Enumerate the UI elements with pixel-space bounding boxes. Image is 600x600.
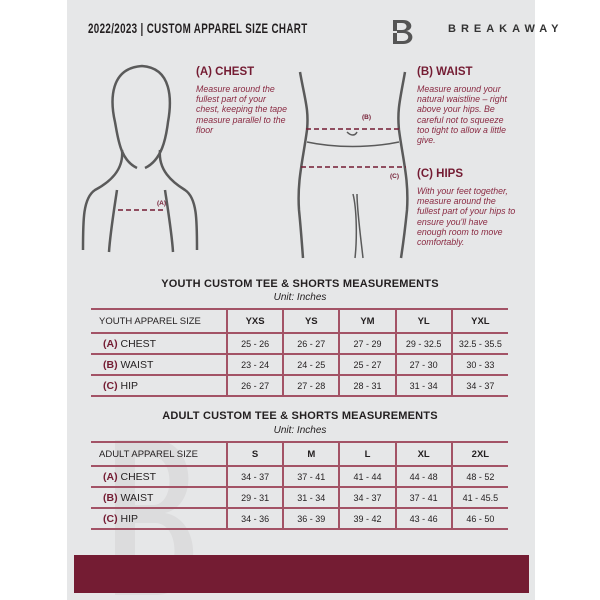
chest-heading: (A) CHEST (196, 66, 255, 78)
row-name: WAIST (120, 358, 154, 371)
footer-bar (74, 555, 529, 593)
table-cell: 31 - 34 (394, 374, 452, 397)
hips-heading: (C) HIPS (417, 168, 463, 180)
table-cell: 34 - 37 (225, 465, 284, 487)
row-label: (B) WAIST (91, 353, 227, 375)
chest-description: Measure around the fullest part of your … (196, 84, 287, 135)
waist-hips-figure (297, 71, 409, 259)
table-row: (B) WAIST 29 - 31 31 - 34 34 - 37 37 - 41 41… (91, 486, 508, 508)
youth-unit: Unit: Inches (273, 292, 327, 303)
table-cell: 37 - 41 (394, 486, 452, 508)
table-cell: 26 - 27 (225, 374, 284, 397)
table-cell: 25 - 27 (338, 353, 396, 375)
row-letter: (A) (103, 337, 118, 350)
column-header: M (282, 441, 340, 466)
row-label: (C) HIP (91, 507, 227, 530)
table-cell: 26 - 27 (282, 332, 340, 354)
hips-description: With your feet together, measure around … (417, 186, 516, 248)
adult-size-table: ADULT APPAREL SIZE S M L XL 2XL (A) CHES… (91, 441, 508, 530)
chest-marker: (A) (157, 200, 167, 207)
table-cell: 28 - 31 (338, 374, 396, 397)
table-header-row: ADULT APPAREL SIZE S M L XL 2XL (91, 441, 508, 466)
column-header: YS (282, 308, 340, 333)
table-row: (A) CHEST 25 - 26 26 - 27 27 - 29 29 - 32.5… (91, 332, 508, 354)
row-label: (A) CHEST (91, 465, 227, 487)
table-cell: 29 - 32.5 (394, 332, 452, 354)
table-cell: 27 - 30 (394, 353, 452, 375)
chest-figure (81, 64, 199, 253)
column-header: YXS (225, 308, 284, 333)
column-header: S (225, 441, 284, 466)
table-cell: 36 - 39 (282, 507, 340, 530)
row-label: (B) WAIST (91, 486, 227, 508)
row-label: (A) CHEST (91, 332, 227, 354)
row-name: CHEST (120, 470, 157, 483)
table-cell: 48 - 52 (450, 465, 508, 487)
table-cell: 29 - 31 (225, 486, 284, 508)
table-cell: 41 - 44 (338, 465, 396, 487)
row-name: HIP (120, 379, 139, 392)
row-name: CHEST (120, 337, 157, 350)
column-header: L (338, 441, 396, 466)
table-cell: 25 - 26 (225, 332, 284, 354)
table-cell: 34 - 36 (225, 507, 284, 530)
column-header: YOUTH APPAREL SIZE (91, 308, 227, 333)
waist-heading: (B) WAIST (417, 66, 473, 78)
hips-marker: (C) (390, 173, 400, 180)
row-name: WAIST (120, 491, 154, 504)
youth-table-title: YOUTH CUSTOM TEE & SHORTS MEASUREMENTS (161, 278, 439, 290)
column-header: YM (338, 308, 396, 333)
table-row: (B) WAIST 23 - 24 24 - 25 25 - 27 27 - 30 30… (91, 353, 508, 375)
brand-name: BREAKAWAY (448, 23, 564, 35)
table-cell: 30 - 33 (450, 353, 508, 375)
table-cell: 44 - 48 (394, 465, 452, 487)
table-cell: 27 - 28 (282, 374, 340, 397)
row-letter: (C) (103, 512, 118, 525)
adult-unit: Unit: Inches (273, 425, 327, 436)
column-header: YL (394, 308, 452, 333)
table-cell: 37 - 41 (282, 465, 340, 487)
page-title: 2022/2023 | CUSTOM APPAREL SIZE CHART (88, 20, 308, 36)
waist-description: Measure around your natural waistline – … (417, 84, 507, 146)
table-cell: 34 - 37 (338, 486, 396, 508)
row-letter: (A) (103, 470, 118, 483)
row-letter: (B) (103, 358, 118, 371)
table-cell: 23 - 24 (225, 353, 284, 375)
table-cell: 39 - 42 (338, 507, 396, 530)
table-cell: 24 - 25 (282, 353, 340, 375)
waist-marker: (B) (362, 114, 372, 121)
row-letter: (C) (103, 379, 118, 392)
row-name: HIP (120, 512, 139, 525)
column-header: ADULT APPAREL SIZE (91, 441, 227, 466)
youth-size-table: YOUTH APPAREL SIZE YXS YS YM YL YXL (A) … (91, 308, 508, 397)
table-header-row: YOUTH APPAREL SIZE YXS YS YM YL YXL (91, 308, 508, 333)
column-header: 2XL (450, 441, 508, 466)
table-cell: 27 - 29 (338, 332, 396, 354)
table-row: (A) CHEST 34 - 37 37 - 41 41 - 44 44 - 48 48… (91, 465, 508, 487)
table-cell: 34 - 37 (450, 374, 508, 397)
table-cell: 41 - 45.5 (450, 486, 508, 508)
table-cell: 43 - 46 (394, 507, 452, 530)
table-cell: 32.5 - 35.5 (450, 332, 508, 354)
table-cell: 46 - 50 (450, 507, 508, 530)
brand-logo-icon (385, 20, 413, 44)
table-row: (C) HIP 26 - 27 27 - 28 28 - 31 31 - 34 34 -… (91, 374, 508, 397)
row-letter: (B) (103, 491, 118, 504)
column-header: XL (394, 441, 452, 466)
table-cell: 31 - 34 (282, 486, 340, 508)
row-label: (C) HIP (91, 374, 227, 397)
table-row: (C) HIP 34 - 36 36 - 39 39 - 42 43 - 46 46 -… (91, 507, 508, 530)
adult-table-title: ADULT CUSTOM TEE & SHORTS MEASUREMENTS (162, 410, 438, 422)
column-header: YXL (450, 308, 508, 333)
